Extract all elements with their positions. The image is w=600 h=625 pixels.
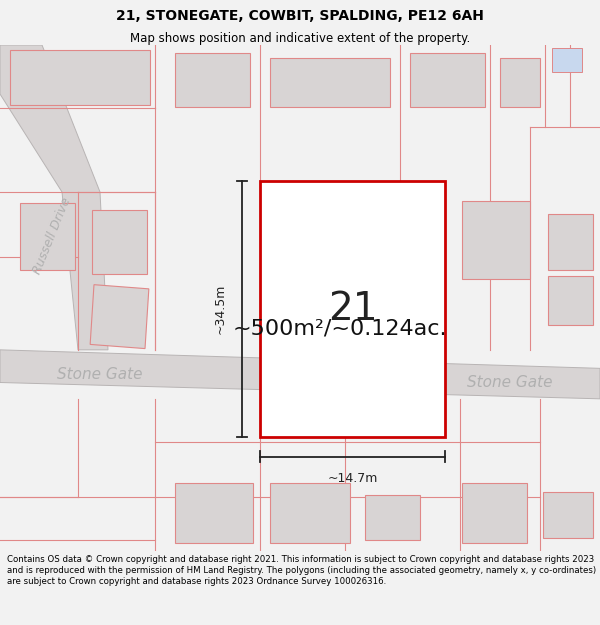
Bar — [500, 58, 540, 107]
Text: ~14.7m: ~14.7m — [328, 472, 377, 485]
Bar — [462, 201, 530, 279]
Bar — [90, 284, 149, 349]
Bar — [270, 58, 390, 107]
Bar — [552, 48, 582, 72]
Bar — [410, 52, 485, 107]
Text: ~500m²/~0.124ac.: ~500m²/~0.124ac. — [233, 319, 447, 339]
Polygon shape — [0, 350, 600, 399]
Polygon shape — [0, 45, 108, 350]
Bar — [270, 482, 350, 542]
Bar — [462, 482, 527, 542]
Text: 21: 21 — [328, 290, 377, 328]
Bar — [20, 203, 75, 271]
Bar — [548, 276, 593, 325]
Bar — [260, 181, 445, 437]
Text: Russell Drive: Russell Drive — [31, 195, 73, 276]
Text: Contains OS data © Crown copyright and database right 2021. This information is : Contains OS data © Crown copyright and d… — [7, 554, 596, 586]
Bar — [365, 494, 420, 541]
Bar — [175, 482, 253, 542]
Bar — [543, 492, 593, 538]
Bar — [548, 214, 593, 271]
Text: 21, STONEGATE, COWBIT, SPALDING, PE12 6AH: 21, STONEGATE, COWBIT, SPALDING, PE12 6A… — [116, 9, 484, 23]
Text: Stone Gate: Stone Gate — [57, 368, 143, 382]
Text: Map shows position and indicative extent of the property.: Map shows position and indicative extent… — [130, 32, 470, 46]
Bar — [10, 51, 150, 105]
Text: Stone Gate: Stone Gate — [467, 375, 553, 390]
Bar — [175, 52, 250, 107]
Text: ~34.5m: ~34.5m — [214, 284, 227, 334]
Bar — [92, 211, 147, 274]
